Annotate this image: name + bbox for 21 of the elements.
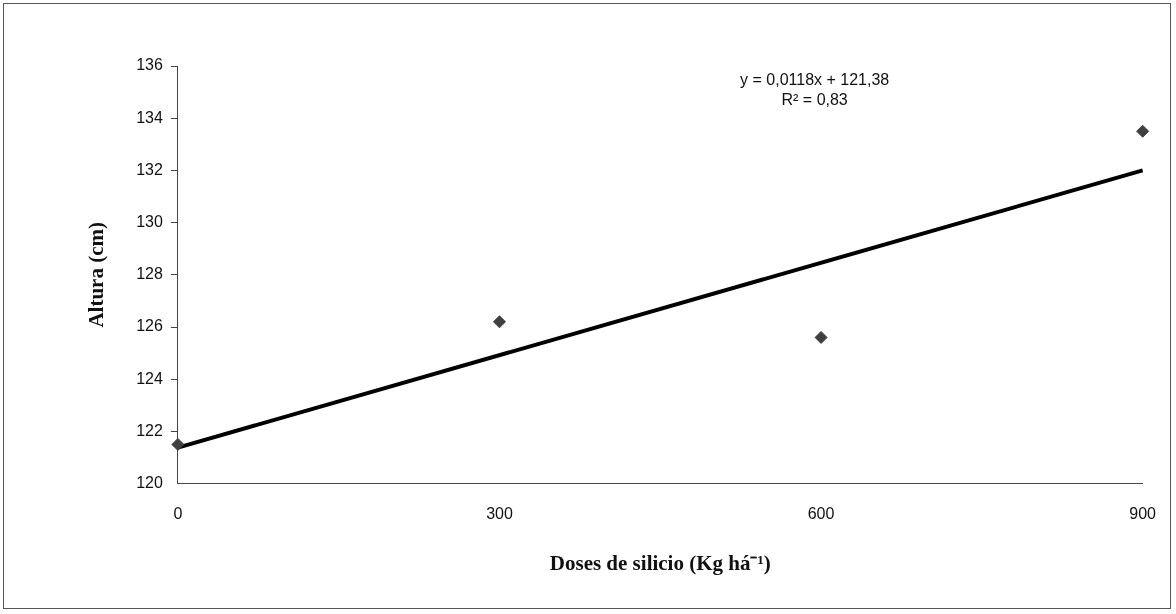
x-tick-label: 0: [173, 504, 183, 522]
annotation: y = 0,0118x + 121,38: [740, 71, 890, 89]
point: [814, 330, 828, 344]
annotation: R² = 0,83: [781, 91, 848, 109]
y-tick-label: 120: [136, 474, 163, 492]
y-tick-label: 122: [136, 421, 163, 439]
y-tick-label: 136: [136, 56, 163, 74]
y-tick-label: 128: [136, 265, 163, 283]
y-tick-label: 126: [136, 317, 163, 335]
x-axis-title: Doses de silicio (Kg há⁻¹): [549, 550, 771, 575]
y-tick-label: 134: [136, 108, 163, 126]
y-tick-label: 124: [136, 369, 163, 387]
x-tick-label: 300: [486, 504, 513, 522]
y-axis-title: Altura (cm): [84, 222, 109, 328]
y-tick-label: 130: [136, 213, 163, 231]
x-tick-label: 600: [807, 504, 835, 522]
y-tick-label: 132: [136, 160, 163, 178]
point: [492, 315, 506, 329]
x-tick-label: 900: [1129, 504, 1157, 522]
point: [171, 437, 185, 451]
point: [1136, 124, 1150, 138]
